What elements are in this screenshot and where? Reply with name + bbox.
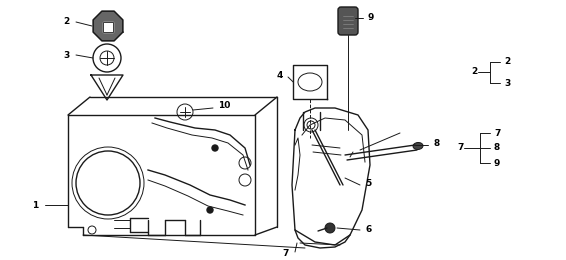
Ellipse shape	[413, 142, 423, 150]
Text: 9: 9	[494, 159, 500, 167]
Polygon shape	[93, 11, 123, 41]
Circle shape	[325, 223, 335, 233]
Text: 9: 9	[367, 14, 374, 23]
Circle shape	[212, 145, 218, 151]
Text: 2: 2	[471, 68, 478, 76]
Circle shape	[207, 207, 213, 213]
Text: 7: 7	[494, 128, 500, 138]
Text: 8: 8	[494, 144, 500, 153]
FancyBboxPatch shape	[338, 7, 358, 35]
Text: 3: 3	[64, 50, 70, 60]
Bar	[103, 22, 113, 32]
Text: 1: 1	[32, 200, 38, 210]
Text: 5: 5	[365, 179, 371, 188]
Text: 10: 10	[218, 101, 230, 110]
Text: 2: 2	[504, 57, 511, 67]
Text: 4: 4	[277, 72, 283, 81]
Bar	[103, 22, 113, 32]
Text: 7: 7	[458, 144, 464, 153]
Text: 2: 2	[64, 17, 70, 27]
Text: 7: 7	[282, 249, 289, 257]
Text: 8: 8	[433, 140, 439, 148]
Text: 6: 6	[365, 225, 371, 235]
Text: 3: 3	[504, 79, 511, 88]
